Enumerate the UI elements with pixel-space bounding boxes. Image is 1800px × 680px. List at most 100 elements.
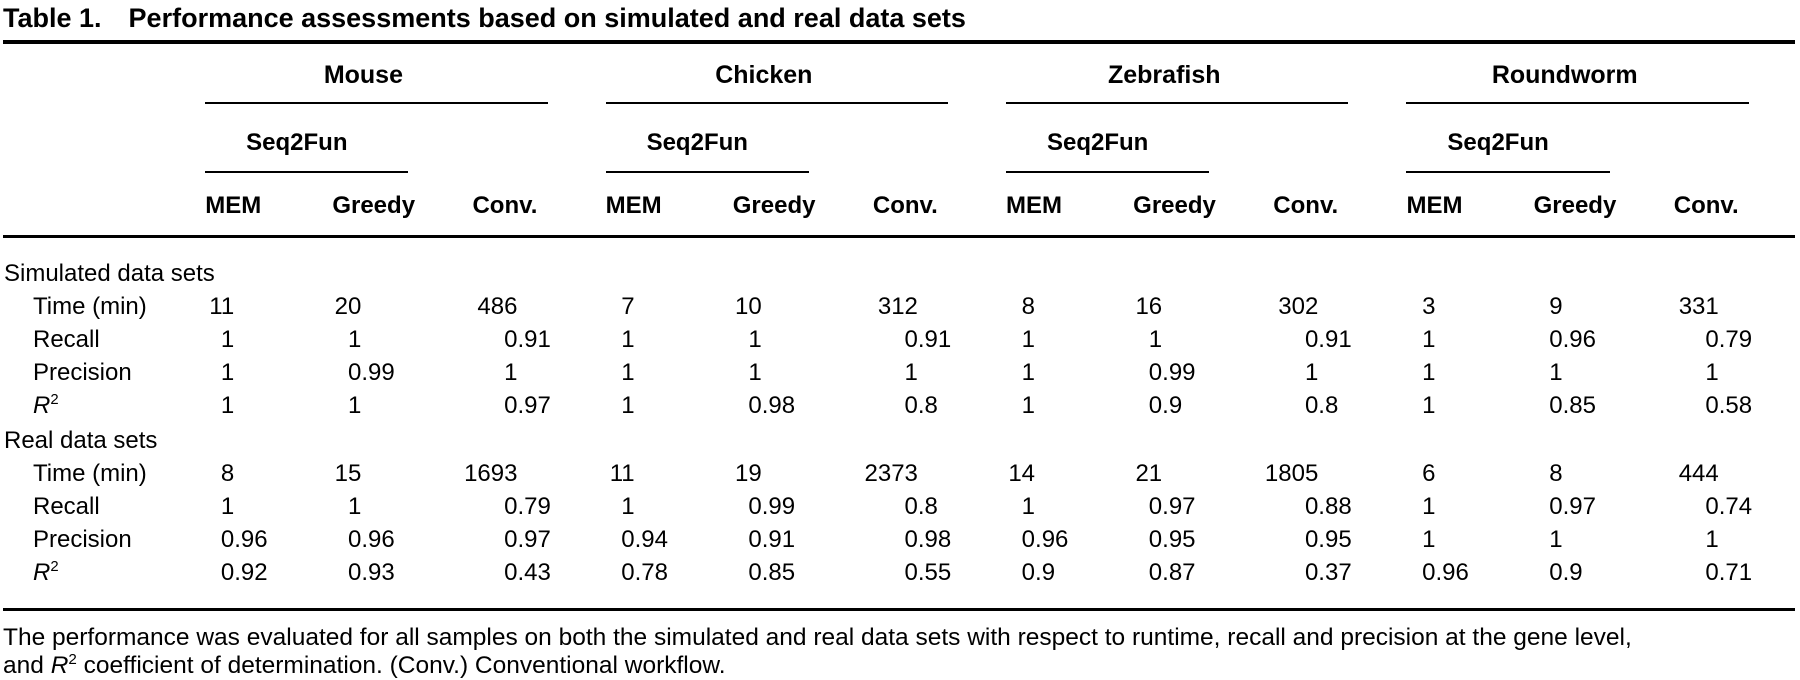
table-cell: 0.8 — [1304, 392, 1339, 419]
row-label: R2 — [33, 392, 59, 419]
table-cell: 0.98 — [748, 392, 796, 419]
table-cell: 0.91 — [1304, 326, 1352, 353]
table-cell: 1 — [748, 359, 762, 386]
table-cell: 0.99 — [1148, 359, 1196, 386]
header-spacer — [1261, 104, 1394, 173]
table-cell: 1 — [220, 359, 235, 386]
table-cell: 1 — [220, 493, 235, 520]
table-cell: 9 — [1549, 293, 1563, 320]
table-cell: 0.37 — [1304, 559, 1352, 586]
table-cell: 1 — [1021, 326, 1036, 353]
table-cell: 8 — [1549, 460, 1563, 487]
column-header-conv: Conv. — [1261, 173, 1395, 238]
table-cell: 312 — [877, 293, 918, 320]
table-row: Time (min) 11 20 486 7 10 312 8 16 302 3 9 331 — [3, 290, 1795, 323]
column-header-conv: Conv. — [460, 173, 594, 238]
table-cell: 0.71 — [1705, 559, 1753, 586]
table-cell: 1 — [347, 326, 362, 353]
table-cell: 7 — [621, 293, 635, 320]
row-label: Time (min) — [33, 293, 147, 320]
footnote-text: coefficient of determination. (Conv.) Co… — [76, 652, 726, 679]
table-cell: 0.9 — [1148, 392, 1183, 419]
footnote-r-exponent: 2 — [68, 650, 77, 668]
table-cell: 0.97 — [504, 526, 551, 553]
species-header-row: Mouse Chicken Zebrafish Roundworm — [3, 44, 1795, 104]
subgroup-header-seq2fun-zebrafish: Seq2Fun — [994, 104, 1261, 173]
table-cell: 1 — [1549, 359, 1563, 386]
table-cell: 21 — [1135, 460, 1163, 487]
column-header-conv: Conv. — [1661, 173, 1795, 238]
table-cell: 8 — [1021, 293, 1036, 320]
table-cell: 1 — [1148, 326, 1163, 353]
table-cell: 0.9 — [1549, 559, 1583, 586]
header-spacer — [3, 44, 193, 104]
table-row: Precision 1 0.99 1 1 1 1 1 0.99 1 1 1 1 — [3, 356, 1795, 389]
species-header-mouse: Mouse — [193, 44, 593, 104]
table-cell: 0.97 — [1549, 493, 1596, 520]
column-header-greedy: Greedy — [720, 173, 861, 238]
table-row: R2 0.92 0.93 0.43 0.78 0.85 0.55 0.9 0.87 0.37 0.9… — [3, 556, 1795, 608]
table-row: Recall 1 1 0.79 1 0.99 0.8 1 0.97 0.88 1 0.97 0.74 — [3, 490, 1795, 523]
table-cell: 1 — [1549, 526, 1563, 553]
subgroup-header-seq2fun-roundworm: Seq2Fun — [1394, 104, 1661, 173]
table-cell: 1 — [1021, 392, 1036, 419]
table-cell: 0.96 — [347, 526, 395, 553]
table-cell: 0.87 — [1148, 559, 1196, 586]
performance-table: Mouse Chicken Zebrafish Roundworm Seq2Fu… — [3, 44, 1795, 608]
table-cell: 1 — [1705, 359, 1719, 386]
table-cell: 0.91 — [504, 326, 551, 353]
column-header-mem: MEM — [1394, 173, 1522, 238]
table-cell: 11 — [609, 460, 635, 487]
table-cell: 486 — [477, 293, 518, 320]
table-cell: 1 — [220, 392, 235, 419]
table-cell: 10 — [735, 293, 762, 320]
table-cell: 1 — [347, 392, 362, 419]
table-cell: 1 — [1021, 359, 1036, 386]
table-cell: 0.85 — [1549, 392, 1596, 419]
table-cell: 0.99 — [347, 359, 395, 386]
row-label: Recall — [33, 493, 100, 520]
table-cell: 2373 — [864, 460, 918, 487]
table-caption: Performance assessments based on simulat… — [128, 3, 966, 33]
table-cell: 0.78 — [621, 559, 668, 586]
table-cell: 0.96 — [1549, 326, 1596, 353]
subgroup-header-seq2fun-chicken: Seq2Fun — [594, 104, 861, 173]
table-cell: 1 — [1021, 493, 1036, 520]
table-cell: 20 — [334, 293, 362, 320]
subgroup-header-seq2fun-mouse: Seq2Fun — [193, 104, 460, 173]
table-cell: 0.85 — [748, 559, 796, 586]
table-row: R2 1 1 0.97 1 0.98 0.8 1 0.9 0.8 1 0.85 0.58 — [3, 389, 1795, 422]
table-cell: 1 — [347, 493, 362, 520]
table-cell: 0.88 — [1304, 493, 1352, 520]
table-cell: 0.9 — [1021, 559, 1056, 586]
column-header-mem: MEM — [593, 173, 721, 238]
footnote-text: and — [3, 652, 51, 679]
header-spacer — [1662, 104, 1795, 173]
table-cell: 0.92 — [220, 559, 268, 586]
table-cell: 0.93 — [347, 559, 395, 586]
table-cell: 19 — [735, 460, 762, 487]
species-header-roundworm: Roundworm — [1394, 44, 1795, 104]
column-header-greedy: Greedy — [1521, 173, 1662, 238]
table-cell: 14 — [1008, 460, 1036, 487]
table-cell: 16 — [1135, 293, 1163, 320]
table-row: Recall 1 1 0.91 1 1 0.91 1 1 0.91 1 0.96 0.79 — [3, 323, 1795, 356]
table-cell: 1 — [904, 359, 918, 386]
table-cell: 444 — [1678, 460, 1719, 487]
table-cell: 3 — [1422, 293, 1436, 320]
table-cell: 0.79 — [1705, 326, 1753, 353]
table-cell: 1 — [504, 359, 518, 386]
header-spacer — [861, 104, 994, 173]
table-cell: 1 — [1422, 359, 1436, 386]
table-cell: 1 — [621, 359, 635, 386]
table-cell: 11 — [209, 293, 235, 320]
table-cell: 331 — [1678, 293, 1719, 320]
column-header-mem: MEM — [193, 173, 321, 238]
header-spacer — [3, 173, 194, 238]
table-cell: 0.96 — [1422, 559, 1469, 586]
table-footnote: The performance was evaluated for all sa… — [3, 624, 1796, 680]
table-cell: 0.95 — [1304, 526, 1352, 553]
table-container: Mouse Chicken Zebrafish Roundworm Seq2Fu… — [3, 40, 1795, 611]
table-cell: 0.8 — [904, 392, 938, 419]
table-cell: 1 — [621, 493, 635, 520]
